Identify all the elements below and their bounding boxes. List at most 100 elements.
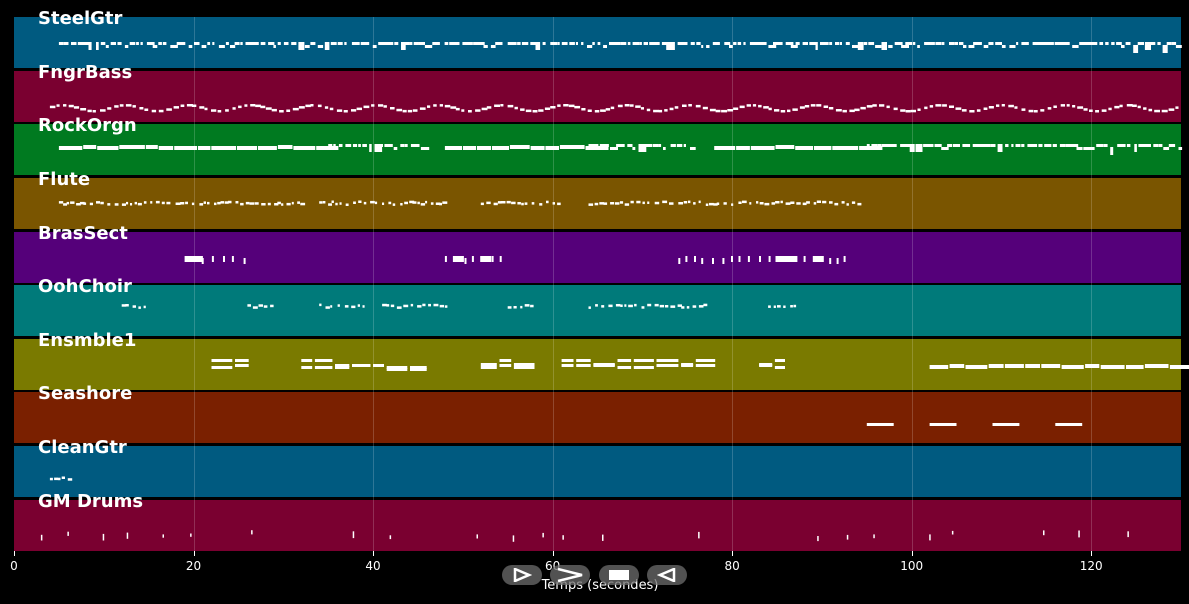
note xyxy=(1153,144,1159,147)
note xyxy=(495,42,503,45)
note xyxy=(1162,45,1168,53)
note xyxy=(400,203,403,206)
note xyxy=(439,304,444,308)
note xyxy=(252,306,258,309)
note xyxy=(207,201,210,205)
note xyxy=(378,144,383,147)
note xyxy=(909,144,915,152)
note xyxy=(100,109,106,112)
note xyxy=(778,42,783,45)
note xyxy=(143,305,146,309)
note xyxy=(812,256,824,262)
note xyxy=(917,108,921,111)
note xyxy=(452,256,464,262)
note xyxy=(957,144,960,147)
note xyxy=(842,109,847,113)
note xyxy=(666,42,674,50)
note xyxy=(96,201,100,204)
play-button[interactable] xyxy=(502,565,542,585)
note xyxy=(1041,364,1061,368)
note xyxy=(934,144,942,147)
note xyxy=(738,256,741,262)
note xyxy=(378,42,386,45)
note xyxy=(951,530,954,535)
note xyxy=(243,258,246,264)
tick-label: 100 xyxy=(900,559,924,573)
note xyxy=(339,202,342,205)
note xyxy=(834,202,839,206)
note xyxy=(360,42,369,45)
note xyxy=(110,42,116,45)
note xyxy=(796,202,801,205)
note xyxy=(1150,42,1156,45)
note xyxy=(581,108,586,111)
note xyxy=(1134,144,1137,152)
note xyxy=(969,110,975,113)
note xyxy=(499,359,512,362)
note xyxy=(783,305,786,308)
note xyxy=(1168,144,1175,147)
note xyxy=(929,423,957,426)
note xyxy=(499,256,502,262)
note xyxy=(428,303,431,307)
note xyxy=(121,304,127,307)
note xyxy=(352,144,358,147)
forward-icon xyxy=(557,568,583,582)
note xyxy=(331,200,334,203)
stop-button[interactable] xyxy=(599,565,639,585)
note xyxy=(1025,364,1040,368)
note xyxy=(822,200,827,204)
note xyxy=(462,42,471,45)
note xyxy=(924,42,929,45)
note xyxy=(759,256,761,262)
note xyxy=(345,144,352,147)
note xyxy=(225,42,229,45)
note xyxy=(190,533,192,537)
note xyxy=(480,256,492,262)
note xyxy=(119,145,145,149)
note xyxy=(188,45,193,48)
note xyxy=(328,144,333,147)
note xyxy=(293,146,316,150)
note xyxy=(866,423,894,426)
note xyxy=(184,256,196,262)
note xyxy=(1101,109,1107,112)
notes-seashore xyxy=(866,423,1083,426)
note xyxy=(119,104,124,107)
note xyxy=(517,42,521,45)
note xyxy=(132,305,136,308)
note xyxy=(56,104,60,107)
note xyxy=(949,105,954,108)
note xyxy=(693,202,696,205)
note xyxy=(357,304,360,307)
note xyxy=(507,104,514,108)
note xyxy=(291,42,297,45)
note xyxy=(1116,42,1122,45)
note xyxy=(733,42,737,45)
note xyxy=(910,109,916,113)
note xyxy=(768,45,777,48)
note xyxy=(963,45,967,48)
note xyxy=(793,304,797,308)
note xyxy=(54,477,58,481)
note xyxy=(904,144,912,147)
note xyxy=(816,200,821,203)
note xyxy=(1021,144,1025,147)
note xyxy=(442,201,448,204)
note xyxy=(1026,42,1029,45)
note xyxy=(410,144,417,147)
note xyxy=(756,201,759,204)
note xyxy=(996,104,1000,107)
note xyxy=(652,144,659,147)
forward-button[interactable] xyxy=(550,565,590,585)
note xyxy=(73,106,80,109)
note xyxy=(351,305,356,309)
note xyxy=(525,109,532,113)
note xyxy=(576,359,591,362)
rewind-button[interactable] xyxy=(647,565,687,585)
note xyxy=(68,104,74,108)
note xyxy=(444,305,448,308)
note xyxy=(599,202,605,205)
note xyxy=(852,45,859,48)
note xyxy=(768,256,771,262)
